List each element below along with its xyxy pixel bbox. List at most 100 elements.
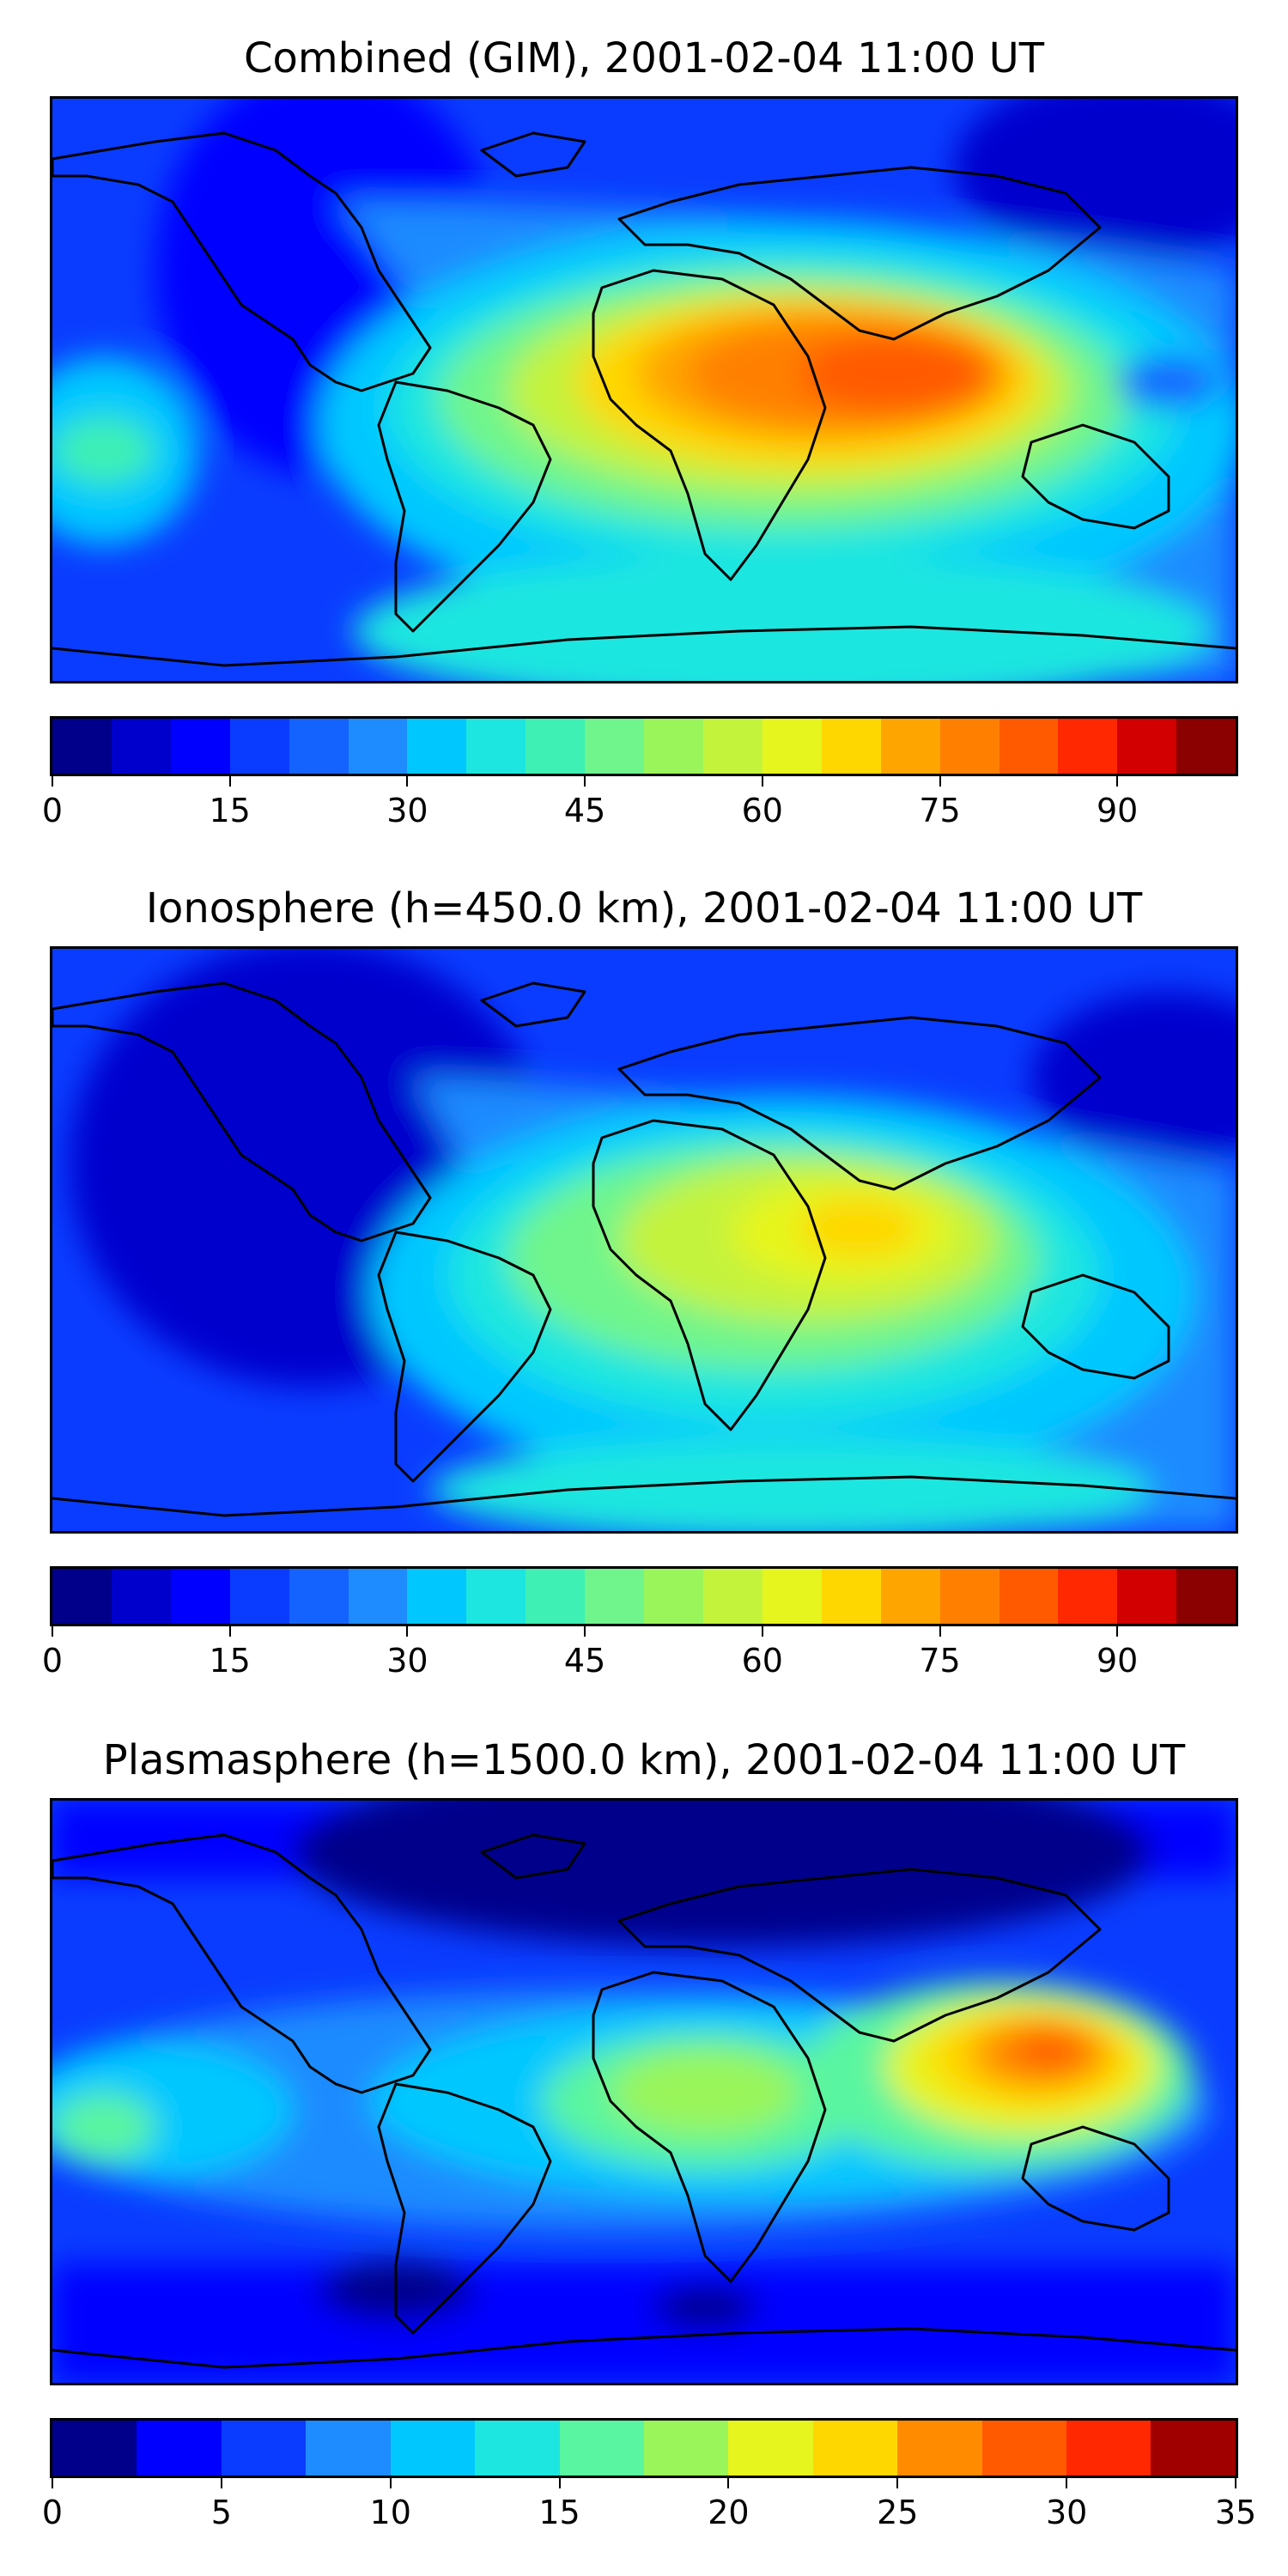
colorbar-segment	[229, 1569, 289, 1624]
colorbar-tick	[389, 2478, 392, 2488]
panel-3-title: Plasmasphere (h=1500.0 km), 2001-02-04 1…	[102, 1736, 1186, 1784]
colorbar-tick	[220, 2478, 222, 2488]
colorbar-tick-label: 0	[41, 2494, 64, 2531]
colorbar-tick	[1116, 1626, 1119, 1637]
colorbar-segment	[390, 2421, 476, 2476]
colorbar-tick-label: 75	[919, 1642, 961, 1680]
colorbar-segment	[644, 1569, 703, 1624]
colorbar-segment	[1058, 719, 1118, 774]
colorbar-tick-label: 35	[1214, 2494, 1257, 2531]
panel-1-map	[50, 96, 1238, 683]
colorbar-segment	[702, 719, 762, 774]
colorbar-tick	[939, 776, 941, 787]
colorbar-tick	[228, 1626, 231, 1637]
panel-1-colorbar-ticks: 0 15 30 45 60 75 90	[42, 776, 1236, 829]
colorbar-segment	[762, 719, 822, 774]
colorbar-tick-label: 15	[209, 792, 251, 829]
colorbar-tick	[52, 776, 53, 787]
colorbar-segment	[1058, 1569, 1118, 1624]
colorbar-tick-label: 60	[741, 792, 783, 829]
colorbar-tick	[761, 1626, 763, 1637]
colorbar-segment	[52, 719, 112, 774]
colorbar-tick	[406, 1626, 409, 1637]
colorbar-segment	[644, 719, 703, 774]
colorbar-segment	[170, 1569, 230, 1624]
panel-2-colorbar	[50, 1566, 1238, 1626]
colorbar-segment	[52, 2421, 137, 2476]
colorbar-tick-label: 30	[386, 1642, 428, 1680]
panel-1-colorbar	[50, 716, 1238, 776]
panel-1-title: Combined (GIM), 2001-02-04 11:00 UT	[243, 34, 1045, 82]
colorbar-tick-label: 15	[538, 2494, 580, 2531]
colorbar-segment	[229, 719, 289, 774]
colorbar-tick-label: 0	[41, 792, 64, 829]
colorbar-tick	[939, 1626, 941, 1637]
colorbar-tick-label: 45	[563, 1642, 606, 1680]
colorbar-segment	[981, 2421, 1067, 2476]
colorbar-segment	[1176, 719, 1236, 774]
colorbar-segment	[643, 2421, 729, 2476]
colorbar-tick	[1066, 2478, 1068, 2488]
colorbar-segment	[407, 1569, 467, 1624]
colorbar-tick-label: 20	[708, 2494, 750, 2531]
colorbar-tick	[1116, 776, 1119, 787]
colorbar-segment	[821, 719, 881, 774]
colorbar-segment	[999, 719, 1059, 774]
colorbar-segment	[585, 719, 645, 774]
colorbar-segment	[111, 719, 171, 774]
colorbar-segment	[407, 719, 467, 774]
colorbar-tick	[1235, 2478, 1236, 2488]
colorbar-tick	[896, 2478, 899, 2488]
colorbar-segment	[475, 2421, 560, 2476]
colorbar-tick-label: 30	[386, 792, 428, 829]
colorbar-tick-label: 0	[41, 1642, 64, 1680]
colorbar-tick-label: 30	[1045, 2494, 1088, 2531]
panel-2-map	[50, 946, 1238, 1534]
colorbar-segment	[880, 719, 940, 774]
colorbar-segment	[1066, 2421, 1151, 2476]
colorbar-segment	[1117, 1569, 1177, 1624]
panel-3-map	[50, 1798, 1238, 2385]
colorbar-segment	[999, 1569, 1059, 1624]
colorbar-segment	[137, 2421, 222, 2476]
colorbar-segment	[762, 1569, 822, 1624]
colorbar-segment	[466, 1569, 526, 1624]
colorbar-tick	[584, 1626, 586, 1637]
colorbar-segment	[585, 1569, 645, 1624]
colorbar-tick-label: 75	[919, 792, 961, 829]
colorbar-tick	[584, 776, 586, 787]
colorbar-segment	[559, 2421, 644, 2476]
colorbar-segment	[52, 1569, 112, 1624]
colorbar-segment	[821, 1569, 881, 1624]
colorbar-tick-label: 15	[209, 1642, 251, 1680]
colorbar-segment	[702, 1569, 762, 1624]
colorbar-segment	[466, 719, 526, 774]
colorbar-tick	[727, 2478, 730, 2488]
colorbar-segment	[1151, 2421, 1236, 2476]
colorbar-tick-label: 90	[1097, 1642, 1139, 1680]
colorbar-segment	[728, 2421, 813, 2476]
colorbar-segment	[1117, 719, 1177, 774]
panel-2-title: Ionosphere (h=450.0 km), 2001-02-04 11:0…	[145, 884, 1143, 933]
colorbar-tick-label: 45	[563, 792, 606, 829]
colorbar-tick-label: 90	[1097, 792, 1139, 829]
colorbar-segment	[348, 719, 408, 774]
colorbar-segment	[880, 1569, 940, 1624]
colorbar-tick	[558, 2478, 561, 2488]
colorbar-tick	[52, 1626, 53, 1637]
colorbar-segment	[289, 1569, 349, 1624]
colorbar-segment	[170, 719, 230, 774]
colorbar-segment	[348, 1569, 408, 1624]
panel-3-colorbar	[50, 2418, 1238, 2478]
colorbar-segment	[812, 2421, 898, 2476]
colorbar-tick-label: 60	[741, 1642, 783, 1680]
panel-3-colorbar-ticks: 0 5 10 15 20 25 30 35	[42, 2478, 1256, 2531]
colorbar-tick	[228, 776, 231, 787]
colorbar-segment	[289, 719, 349, 774]
colorbar-segment	[111, 1569, 171, 1624]
colorbar-segment	[1176, 1569, 1236, 1624]
panel-2-colorbar-ticks: 0 15 30 45 60 75 90	[42, 1626, 1236, 1680]
colorbar-tick-label: 25	[877, 2494, 919, 2531]
colorbar-tick-label: 5	[210, 2494, 232, 2531]
colorbar-segment	[306, 2421, 391, 2476]
